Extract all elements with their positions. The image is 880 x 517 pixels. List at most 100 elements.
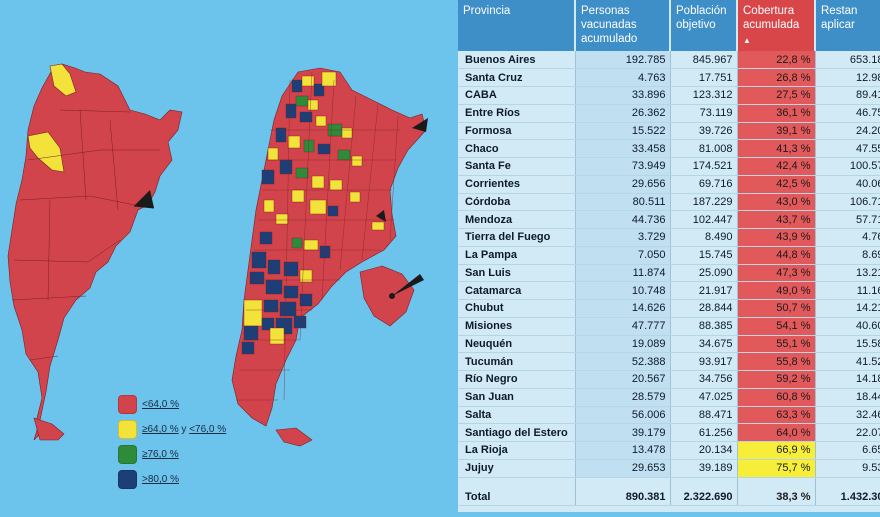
- cell-cobertura: 54,1 %: [737, 317, 816, 336]
- cell-provincia: Salta: [458, 406, 576, 425]
- cell-restan: 8.69: [815, 246, 880, 265]
- col-cobertura[interactable]: Cobertura acumulada ▲: [737, 0, 816, 51]
- legend-label-part: y: [181, 424, 187, 435]
- cell-vacunadas: 56.006: [575, 406, 671, 425]
- cell-provincia: Jujuy: [458, 459, 576, 478]
- cell-objetivo: 174.521: [670, 157, 738, 176]
- cell-cobertura: 42,5 %: [737, 175, 816, 194]
- cell-cobertura: 60,8 %: [737, 388, 816, 407]
- cell-restan: 18.44: [815, 388, 880, 407]
- cell-cobertura: 26,8 %: [737, 68, 816, 87]
- table-header: Provincia Personas vacunadas acumulado P…: [458, 0, 880, 51]
- cell-objetivo: 39.726: [670, 122, 738, 141]
- cell-provincia: Chubut: [458, 299, 576, 318]
- legend-label-part: <76,0 %: [189, 424, 227, 435]
- cell-restan: 9.53: [815, 459, 880, 478]
- cell-restan: 40.06: [815, 175, 880, 194]
- cell-vacunadas: 80.511: [575, 193, 671, 212]
- cell-cobertura: 27,5 %: [737, 86, 816, 105]
- col-vacunadas[interactable]: Personas vacunadas acumulado: [575, 0, 671, 51]
- cell-cobertura: 39,1 %: [737, 122, 816, 141]
- cell-cobertura: 59,2 %: [737, 370, 816, 389]
- cell-objetivo: 25.090: [670, 264, 738, 283]
- cell-provincia: Mendoza: [458, 210, 576, 229]
- cell-restan: 89.41: [815, 86, 880, 105]
- cell-cobertura: 47,3 %: [737, 264, 816, 283]
- spacer-cell: [670, 477, 738, 488]
- right-map-inset-callout: [392, 274, 424, 296]
- cell-restan: 11.16: [815, 281, 880, 300]
- cell-provincia: Santa Fe: [458, 157, 576, 176]
- coverage-table: Provincia Personas vacunadas acumulado P…: [458, 0, 880, 507]
- cell-vacunadas: 20.567: [575, 370, 671, 389]
- legend-label-part: <64,0 %: [142, 399, 179, 410]
- total-cobertura: 38,3 %: [737, 488, 816, 507]
- left-map-borders: [11, 109, 160, 361]
- legend-label-part: ≥76,0 %: [142, 449, 179, 460]
- left-map-tierra-del-fuego: [33, 417, 65, 441]
- cell-objetivo: 69.716: [670, 175, 738, 194]
- legend-item: ≥64,0 % y <76,0 %: [118, 417, 226, 442]
- cell-provincia: Entre Ríos: [458, 104, 576, 123]
- cell-vacunadas: 11.874: [575, 264, 671, 283]
- cell-cobertura: 49,0 %: [737, 281, 816, 300]
- cell-restan: 106.71: [815, 193, 880, 212]
- cell-vacunadas: 19.089: [575, 335, 671, 354]
- col-provincia[interactable]: Provincia: [458, 0, 576, 51]
- legend-swatch: [118, 395, 137, 414]
- cell-vacunadas: 10.748: [575, 281, 671, 300]
- cell-vacunadas: 33.458: [575, 139, 671, 158]
- spacer-cell: [458, 477, 576, 488]
- cell-objetivo: 47.025: [670, 388, 738, 407]
- cell-objetivo: 34.756: [670, 370, 738, 389]
- cell-objetivo: 34.675: [670, 335, 738, 354]
- table-spacer: [458, 477, 880, 488]
- legend-label-part: >80,0 %: [142, 474, 179, 485]
- legend-swatch: [118, 445, 137, 464]
- cell-objetivo: 39.189: [670, 459, 738, 478]
- col-restan[interactable]: Restan aplicar: [815, 0, 880, 51]
- col-objetivo[interactable]: Población objetivo: [670, 0, 738, 51]
- cell-vacunadas: 26.362: [575, 104, 671, 123]
- cell-cobertura: 63,3 %: [737, 406, 816, 425]
- cell-vacunadas: 73.949: [575, 157, 671, 176]
- right-map-misiones-callout: [412, 118, 428, 132]
- cell-cobertura: 50,7 %: [737, 299, 816, 318]
- right-map-departments: [241, 71, 385, 355]
- cell-cobertura: 66,9 %: [737, 441, 816, 460]
- spacer-cell: [575, 477, 671, 488]
- cell-vacunadas: 44.736: [575, 210, 671, 229]
- legend-label: ≥76,0 %: [142, 449, 179, 460]
- cell-vacunadas: 14.626: [575, 299, 671, 318]
- cell-provincia: Formosa: [458, 122, 576, 141]
- cell-restan: 14.18: [815, 370, 880, 389]
- cell-objetivo: 845.967: [670, 51, 738, 70]
- cell-objetivo: 93.917: [670, 352, 738, 371]
- cell-cobertura: 64,0 %: [737, 423, 816, 442]
- legend-item: <64,0 %: [118, 392, 226, 417]
- cell-provincia: Neuquén: [458, 335, 576, 354]
- right-map-caba-marker: [376, 210, 386, 222]
- cell-objetivo: 73.119: [670, 104, 738, 123]
- total-provincia: Total: [458, 488, 576, 507]
- cell-restan: 6.65: [815, 441, 880, 460]
- cell-restan: 40.60: [815, 317, 880, 336]
- cell-restan: 57.71: [815, 210, 880, 229]
- sort-ascending-icon: ▲: [743, 36, 751, 45]
- coverage-table-panel: Provincia Personas vacunadas acumulado P…: [458, 0, 880, 512]
- cell-objetivo: 28.844: [670, 299, 738, 318]
- cell-vacunadas: 4.763: [575, 68, 671, 87]
- cell-objetivo: 61.256: [670, 423, 738, 442]
